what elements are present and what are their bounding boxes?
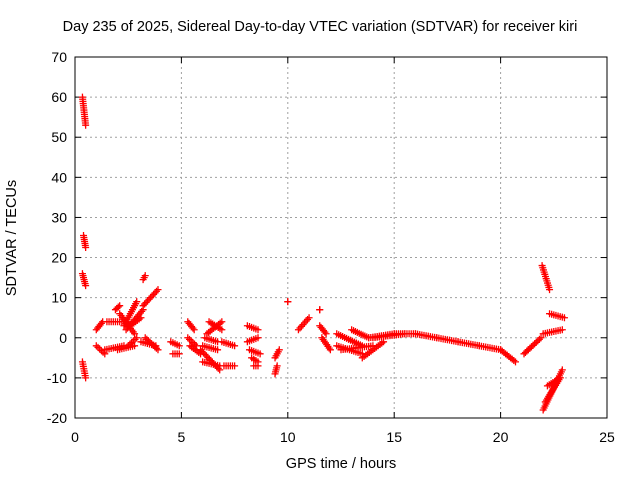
data-point [144, 337, 152, 345]
data-point [82, 374, 90, 382]
x-axis-label: GPS time / hours [285, 456, 397, 472]
data-point [131, 335, 139, 343]
data-point [231, 362, 239, 370]
x-tick-label: 25 [599, 429, 615, 445]
y-tick-label: 10 [51, 290, 67, 306]
data-point [116, 302, 124, 310]
data-point [527, 343, 535, 351]
data-point [546, 286, 554, 294]
plot-frame [74, 56, 608, 419]
data-point [151, 343, 159, 351]
y-tick-label: 20 [51, 250, 67, 266]
data-point [152, 344, 160, 352]
data-point [114, 303, 122, 311]
x-tick-label: 5 [178, 429, 186, 445]
data-point [141, 334, 149, 342]
x-tick-label: 15 [386, 429, 402, 445]
data-point [254, 334, 262, 342]
data-point [187, 337, 195, 345]
chart-title: Day 235 of 2025, Sidereal Day-to-day VTE… [62, 19, 578, 35]
x-tick-label: 0 [71, 429, 79, 445]
data-point [532, 338, 540, 346]
data-point [218, 326, 226, 334]
data-point [218, 318, 226, 326]
data-point [97, 347, 105, 355]
data-point [184, 334, 192, 342]
data-point [321, 328, 329, 336]
y-tick-label: 50 [51, 129, 67, 145]
data-point [254, 362, 262, 370]
data-point [231, 342, 239, 350]
data-point [273, 362, 281, 370]
data-point [305, 314, 313, 322]
data-point [558, 366, 566, 374]
data-point [94, 343, 102, 351]
data-point [82, 244, 90, 252]
data-point [254, 326, 262, 334]
data-point [322, 330, 330, 338]
data-point [526, 344, 534, 352]
y-tick-label: 40 [51, 169, 67, 185]
x-tick-label: 10 [280, 429, 296, 445]
data-point [175, 342, 183, 350]
data-point [97, 319, 105, 327]
data-point [284, 298, 292, 306]
data-point [138, 307, 146, 315]
data-point [529, 341, 537, 349]
data-point [510, 357, 518, 365]
data-point [149, 341, 157, 349]
data-point [185, 335, 193, 343]
data-point [535, 335, 543, 343]
y-tick-label: 0 [59, 330, 67, 346]
data-point [275, 346, 283, 354]
data-point [560, 314, 568, 322]
y-axis-label: SDTVAR / TECUs [4, 179, 20, 297]
x-tick-label: 20 [493, 429, 509, 445]
data-point [524, 346, 532, 354]
data-point [141, 272, 149, 280]
data-point [190, 326, 198, 334]
data-point [316, 306, 324, 314]
data-point [96, 345, 104, 353]
data-point [143, 335, 151, 343]
data-point [537, 334, 545, 342]
data-point [534, 337, 542, 345]
data-point [175, 350, 183, 358]
data-point [92, 342, 100, 350]
data-point [556, 374, 564, 382]
data-point [154, 286, 162, 294]
data-point [82, 282, 90, 290]
data-point [511, 358, 519, 366]
data-point [153, 287, 161, 295]
y-tick-label: -10 [47, 370, 67, 386]
y-tick-label: 60 [51, 89, 67, 105]
data-point [82, 121, 90, 129]
data-point [133, 298, 141, 306]
data-point [146, 338, 154, 346]
y-tick-label: 30 [51, 209, 67, 225]
data-point [326, 346, 334, 354]
data-point [133, 334, 141, 342]
data-point [558, 326, 566, 334]
y-tick-label: -20 [47, 410, 67, 426]
data-point [256, 350, 264, 358]
y-tick-label: 70 [51, 49, 67, 65]
data-point [137, 314, 145, 322]
data-point [189, 324, 197, 332]
data-point [531, 340, 539, 348]
data-point [154, 346, 162, 354]
data-point [214, 346, 222, 354]
data-point [148, 340, 156, 348]
